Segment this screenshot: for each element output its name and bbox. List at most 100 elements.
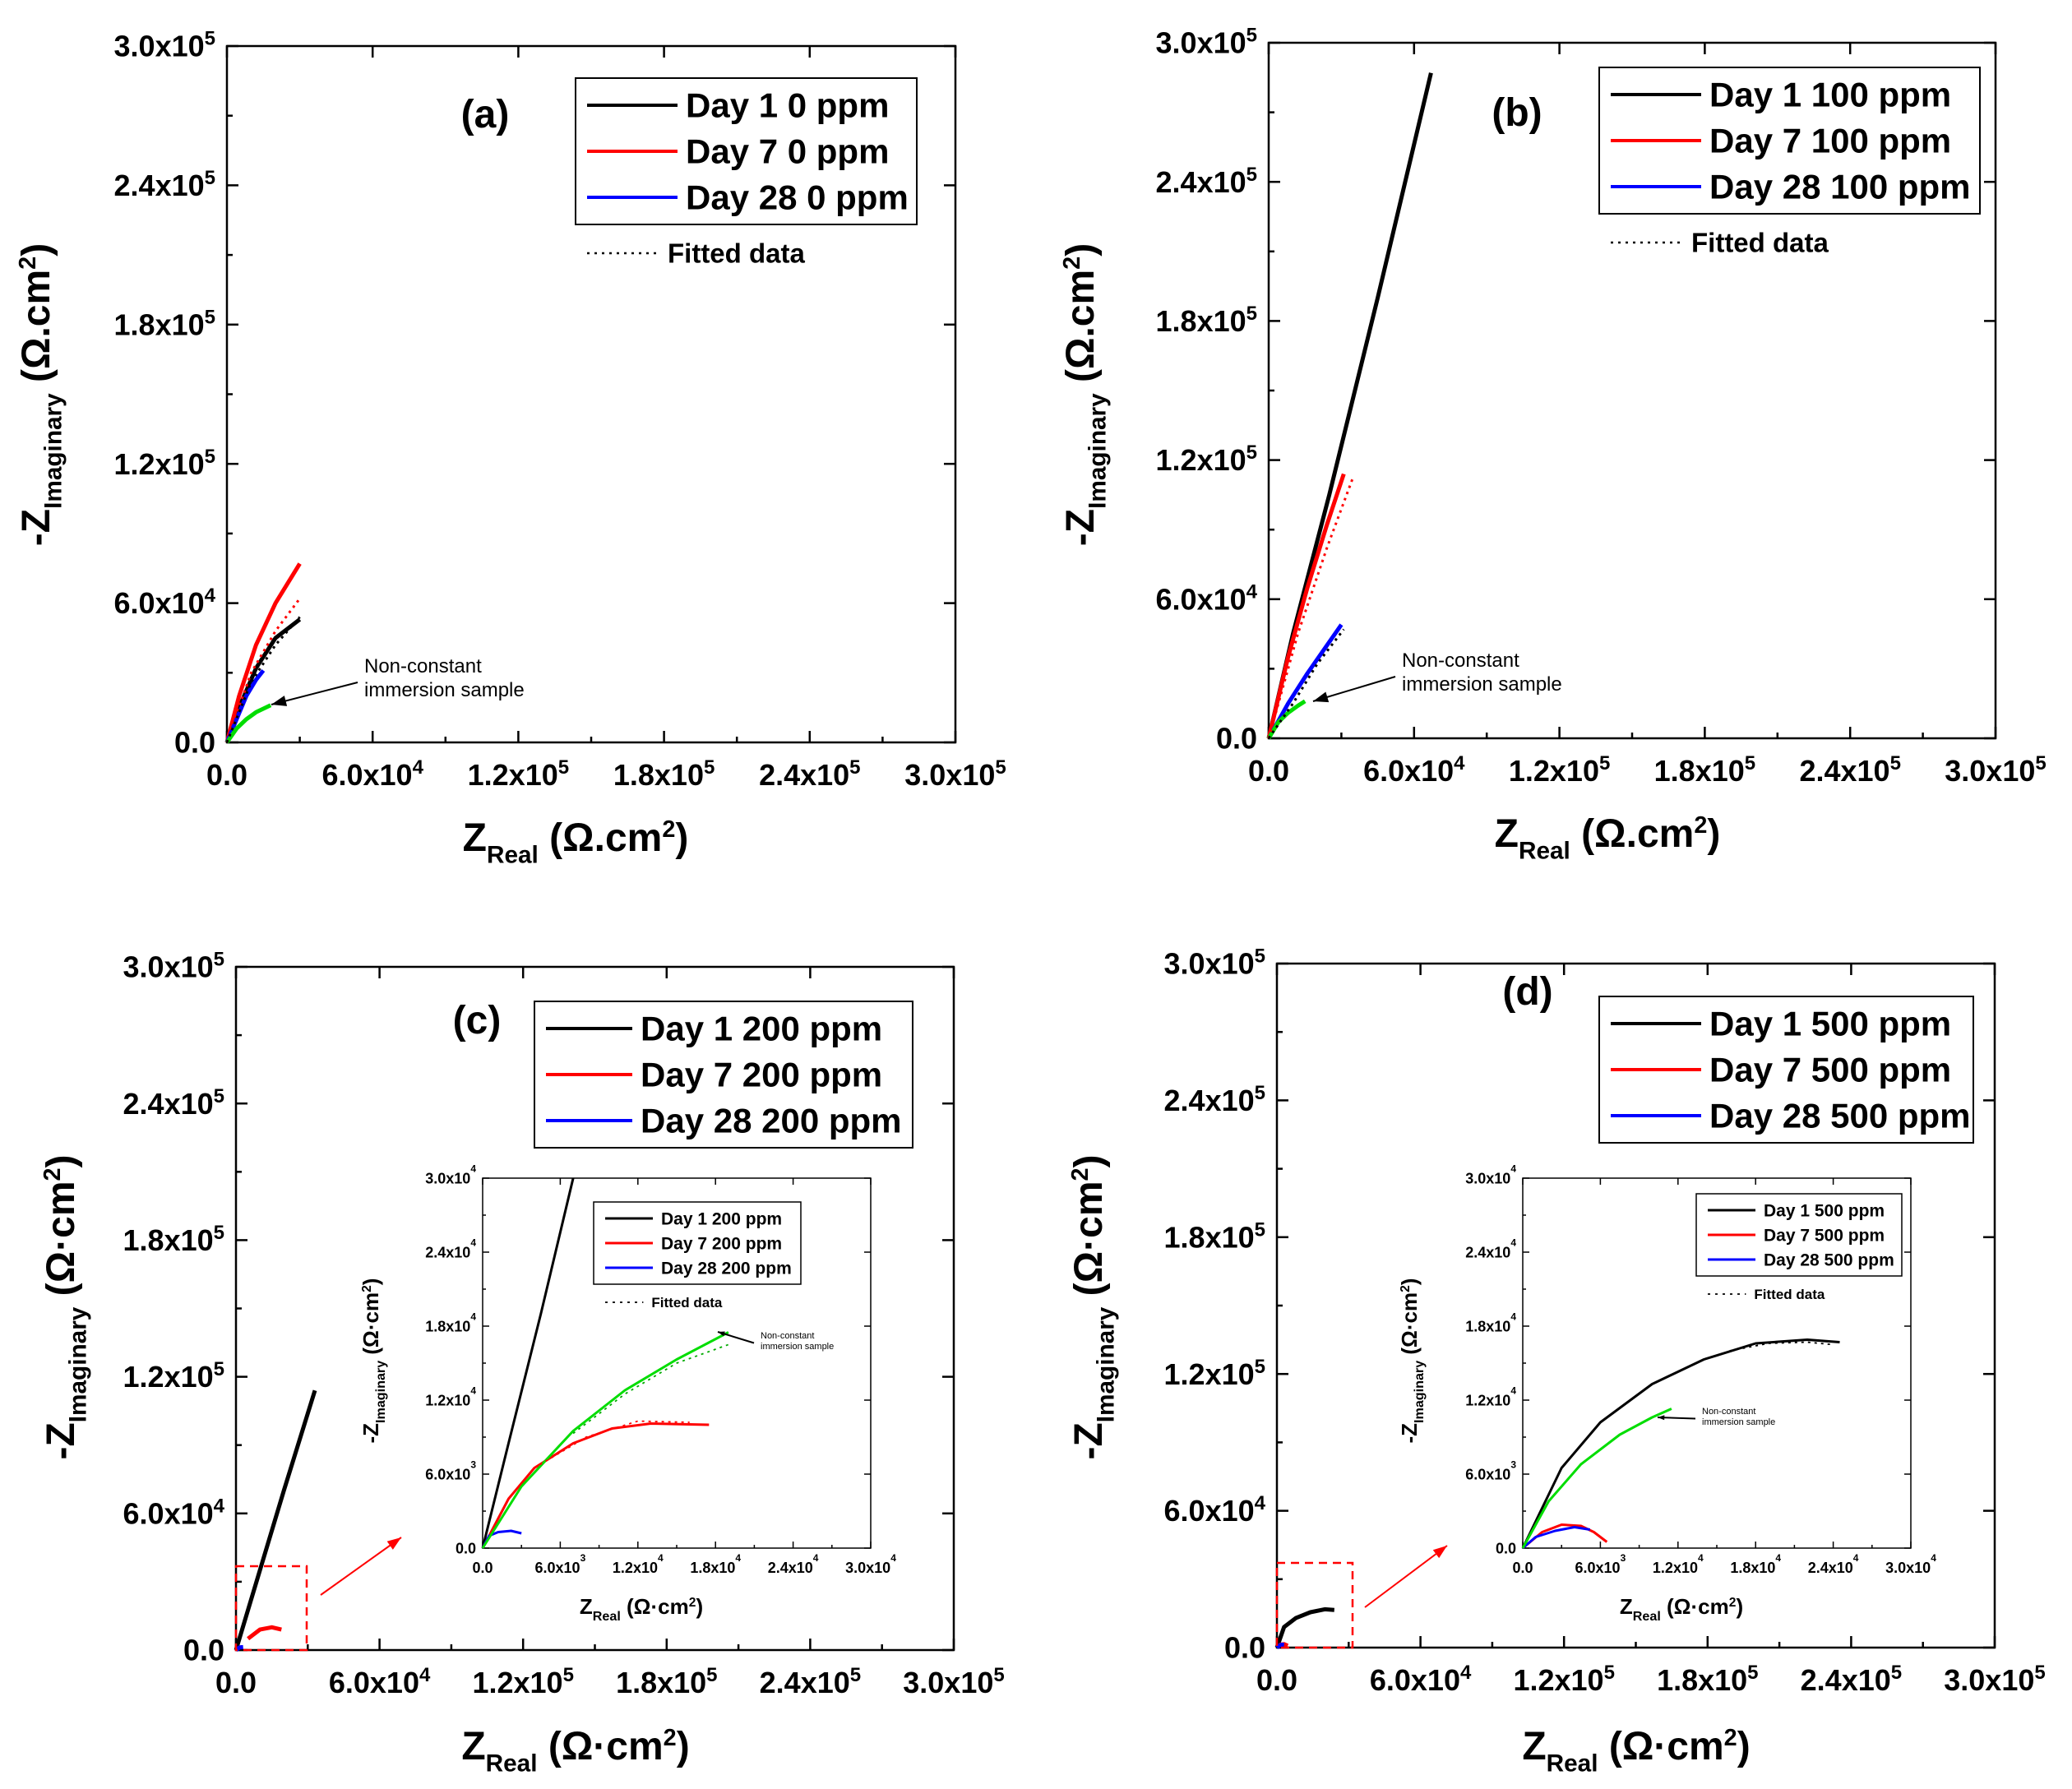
- panel-c-inset-fitted-line-1: [572, 1343, 729, 1435]
- panel-c-legend-label: Day 1 200 ppm: [641, 1010, 882, 1048]
- panel-c-y-tick-label: 3.0x105: [123, 949, 224, 984]
- panel-c-inset-x-tick-label: 2.4x104: [768, 1552, 819, 1576]
- panel-c-inset-y-tick-label: 6.0x103: [425, 1458, 476, 1482]
- panel-c-inset-legend-label: Day 7 200 ppm: [661, 1234, 782, 1253]
- panel-d-y-tick-label: 2.4x105: [1164, 1082, 1265, 1117]
- panel-d-x-axis-title: ZReal (Ω·cm2): [1522, 1725, 1750, 1777]
- panel-a-legend-label: Day 28 0 ppm: [686, 178, 909, 217]
- panel-c-panel-label: (c): [453, 999, 502, 1042]
- panel-d-zoom-arrow: [1364, 1545, 1448, 1608]
- panel-a-fitted-line-2: [225, 616, 301, 743]
- panel-b-legend-label: Day 7 100 ppm: [1709, 122, 1951, 160]
- panel-c-x-tick-label: 6.0x104: [329, 1664, 431, 1699]
- panel-a-series-line-3: [224, 668, 266, 743]
- panel-c-x-tick-label: 0.0: [215, 1666, 257, 1699]
- panel-d-inset-x-tick-label: 0.0: [1512, 1560, 1533, 1576]
- panel-d-inset-x-tick-label: 6.0x103: [1575, 1552, 1626, 1576]
- panel-c-zoom-arrowhead: [386, 1537, 401, 1550]
- panel-b-fitted-line-1: [1267, 475, 1355, 739]
- panel-b-series-line-2: [1266, 473, 1346, 739]
- panel-d-y-tick-label: 3.0x105: [1164, 945, 1265, 981]
- panel-c-inset-fitted-label: Fitted data: [651, 1295, 722, 1311]
- panel-c-x-tick-label: 1.8x105: [616, 1664, 717, 1699]
- panel-b: 0.00.0 6.0x104 6.0x104 1.2x105 1.2x105 1.8x10…: [1059, 25, 2047, 865]
- panel-a-y-tick-label: 6.0x104: [114, 585, 216, 620]
- panel-b-series-line-4: [1266, 699, 1307, 740]
- panel-c-x-tick-label: 3.0x105: [903, 1664, 1004, 1699]
- panel-a-panel-label: (a): [461, 93, 510, 136]
- panel-c-inset-y-tick-label: 3.0x104: [425, 1163, 476, 1186]
- panel-b-annotation-text: Non-constant: [1402, 649, 1519, 672]
- panel-c-inset-x-tick-label: 1.8x104: [690, 1552, 741, 1576]
- panel-b-x-tick-label: 1.2x105: [1509, 752, 1610, 788]
- panel-d-inset-y-tick-label: 1.2x104: [1465, 1385, 1516, 1408]
- panel-c-legend-label: Day 28 200 ppm: [641, 1102, 902, 1140]
- panel-b-legend-label: Day 28 100 ppm: [1709, 168, 1971, 206]
- panel-d-inset-x-tick-label: 2.4x104: [1808, 1552, 1859, 1576]
- panel-d-y-tick-label: 0.0: [1224, 1631, 1265, 1665]
- panel-d-legend-label: Day 1 500 ppm: [1709, 1005, 1951, 1043]
- panel-d-inset-legend-label: Day 7 500 ppm: [1764, 1226, 1885, 1245]
- panel-d-inset-legend-label: Day 1 500 ppm: [1764, 1201, 1885, 1220]
- panel-c-x-tick-label: 2.4x105: [760, 1664, 861, 1699]
- panel-b-x-axis-title: ZReal (Ω.cm2): [1495, 812, 1721, 864]
- panel-c-x-axis-title: ZReal (Ω·cm2): [461, 1725, 689, 1777]
- panel-d-inset: 0.0 0.0 6.0x103 6.0x103 1.2x104 1.2x104 1.8x10…: [1275, 1163, 1936, 1649]
- panel-c-y-tick-label: 0.0: [183, 1634, 224, 1667]
- panel-b-y-tick-label: 0.0: [1216, 722, 1257, 756]
- panel-d-inset-y-tick-label: 1.8x104: [1465, 1311, 1516, 1334]
- panel-c: 0.00.06.0x1046.0x1041.2x1051.2x1051.8x10…: [39, 949, 1005, 1777]
- panel-a-y-tick-label: 2.4x105: [114, 167, 215, 202]
- panel-c-inset-series-line-4: [481, 1331, 729, 1549]
- panel-a-annotation-text: immersion sample: [364, 679, 525, 701]
- panel-b-annotation-arrowhead: [1313, 691, 1330, 703]
- panel-b-x-tick-label: 0.0: [1248, 754, 1289, 788]
- panel-a-legend-label: Day 1 0 ppm: [686, 86, 889, 125]
- panel-c-inset-y-tick-label: 1.2x104: [425, 1385, 476, 1408]
- panel-c-inset-x-tick-label: 3.0x104: [845, 1552, 896, 1576]
- panel-c-series-line-1: [234, 1389, 317, 1651]
- panel-c-inset-y-axis-title: -ZImaginary (Ω·cm2): [358, 1278, 388, 1444]
- panel-c-inset-annotation-text: immersion sample: [761, 1342, 834, 1352]
- panel-d-inset-annotation-text: Non-constant: [1702, 1407, 1755, 1417]
- panel-b-panel-label: (b): [1492, 91, 1542, 135]
- panel-b-x-tick-label: 2.4x105: [1799, 752, 1900, 788]
- panel-d-inset-y-tick-label: 0.0: [1496, 1540, 1516, 1556]
- panel-b-series-line-3: [1266, 623, 1344, 740]
- panel-c-inset-y-tick-label: 0.0: [456, 1540, 476, 1556]
- panel-d-inset-x-tick-label: 3.0x104: [1885, 1552, 1936, 1576]
- panel-c-legend-label: Day 7 200 ppm: [641, 1056, 882, 1094]
- panel-b-fitted-label: Fitted data: [1691, 228, 1829, 258]
- panel-c-inset: 0.0 0.0 6.0x103 6.0x103 1.2x104 1.2x104 1.8x10…: [234, 1163, 896, 1652]
- panel-d-x-tick-label: 3.0x105: [1944, 1662, 2045, 1697]
- panel-c-x-tick-label: 1.2x105: [472, 1664, 573, 1699]
- panel-d-inset-legend-label: Day 28 500 ppm: [1764, 1250, 1894, 1269]
- panel-c-inset-x-tick-label: 0.0: [472, 1560, 493, 1576]
- panel-a-series-line-1: [224, 617, 302, 743]
- panel-a-annotation-text: Non-constant: [364, 655, 482, 677]
- panel-d-series-line-1: [1274, 1606, 1334, 1648]
- panel-d-inset-y-axis-title: -ZImaginary (Ω·cm2): [1397, 1278, 1427, 1444]
- panel-c-inset-legend-label: Day 1 200 ppm: [661, 1209, 782, 1228]
- panel-a-y-tick-label: 3.0x105: [114, 28, 215, 63]
- panel-b-x-tick-label: 6.0x104: [1363, 752, 1465, 788]
- panel-d-inset-x-tick-label: 1.2x104: [1653, 1552, 1704, 1576]
- panel-d-series-line-3: [1275, 1642, 1284, 1649]
- panel-a-series-line-4: [224, 703, 272, 744]
- panel-c-zoom-arrow: [320, 1537, 402, 1596]
- panel-d-inset-x-tick-label: 1.8x104: [1730, 1552, 1781, 1576]
- panel-d-y-tick-label: 1.2x105: [1164, 1356, 1265, 1391]
- panel-c-y-tick-label: 1.8x105: [123, 1222, 224, 1257]
- panel-d-legend-label: Day 28 500 ppm: [1709, 1097, 1971, 1135]
- panel-c-inset-annotation-arrowhead: [718, 1331, 725, 1337]
- panel-d-inset-annotation-text: immersion sample: [1702, 1417, 1775, 1427]
- panel-d-inset-y-tick-label: 2.4x104: [1465, 1237, 1516, 1260]
- panel-d-y-tick-label: 6.0x104: [1164, 1492, 1266, 1528]
- panel-b-y-tick-label: 3.0x105: [1156, 25, 1257, 60]
- panel-a-fitted-label: Fitted data: [668, 238, 805, 269]
- panel-d-inset-fitted-line-1: [1729, 1341, 1834, 1352]
- panel-d-inset-fitted-label: Fitted data: [1754, 1287, 1825, 1302]
- panel-d-inset-annotation-arrowhead: [1658, 1415, 1665, 1421]
- panel-c-inset-y-tick-label: 1.8x104: [425, 1311, 476, 1334]
